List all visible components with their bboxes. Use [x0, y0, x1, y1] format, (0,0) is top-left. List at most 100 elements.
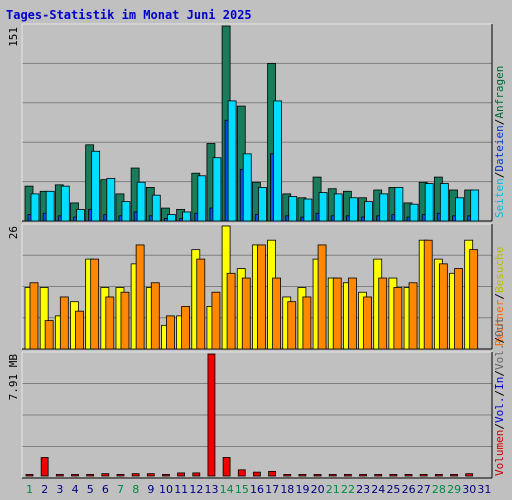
bar-volumen-day-13	[207, 353, 216, 477]
requests-legend: Seiten/Dateien/Anfragen	[493, 66, 506, 218]
bar-rechner-day-13	[211, 291, 221, 350]
bar-seiten-day-7	[121, 201, 131, 222]
volume-legend-volumen: Volumen	[493, 430, 506, 476]
legend-separator: /	[493, 119, 506, 126]
bar-volumen-day-8	[131, 473, 140, 477]
bar-seiten-day-6	[106, 177, 116, 222]
bar-rechner-day-6	[105, 296, 115, 350]
x-tick-day-26: 26	[402, 483, 416, 496]
bar-rechner-day-20	[317, 244, 327, 350]
bar-rechner-day-7	[120, 291, 130, 350]
requests-legend-dateien: Dateien	[493, 125, 506, 171]
bar-volumen-day-29	[450, 474, 458, 477]
bar-rechner-day-17	[272, 277, 281, 350]
x-tick-day-10: 10	[159, 483, 173, 496]
bar-volumen-day-7	[116, 474, 125, 477]
bar-seiten-day-14	[227, 100, 237, 222]
bar-volumen-day-26	[404, 474, 413, 477]
x-tick-day-21: 21	[326, 483, 340, 496]
bar-rechner-day-18	[287, 301, 297, 350]
bar-seiten-day-24	[379, 193, 389, 222]
bar-volumen-day-2	[40, 457, 49, 477]
x-tick-day-2: 2	[41, 483, 48, 496]
bar-rechner-day-3	[59, 296, 69, 350]
y-label-visits-max: 26	[7, 226, 20, 239]
x-tick-day-4: 4	[72, 483, 79, 496]
legend-separator: /	[493, 337, 506, 344]
bar-rechner-day-21	[332, 277, 342, 350]
volume-legend-in: In	[493, 377, 506, 390]
bar-seiten-day-27	[424, 183, 434, 222]
bar-rechner-day-27	[423, 239, 433, 350]
x-tick-day-29: 29	[447, 483, 461, 496]
bar-volumen-day-1	[25, 474, 34, 477]
legend-separator: /	[493, 390, 506, 397]
bar-volumen-day-12	[192, 472, 201, 477]
x-tick-day-30: 30	[462, 483, 476, 496]
legend-separator: /	[493, 423, 506, 430]
bar-seiten-day-18	[288, 196, 298, 222]
bar-seiten-day-10	[167, 214, 176, 222]
bar-rechner-day-1	[29, 282, 39, 350]
volume-legend-vol: Vol.	[493, 344, 506, 371]
bar-seiten-day-11	[182, 211, 192, 222]
visits-legend-rechner: Rechner	[493, 299, 506, 346]
bar-rechner-day-12	[196, 258, 206, 350]
bar-volumen-day-16	[253, 471, 261, 477]
visits-legend: Rechner/ Besuche	[493, 247, 506, 346]
bar-seiten-day-28	[439, 183, 449, 222]
bar-rechner-day-30	[469, 249, 479, 350]
bar-seiten-day-15	[242, 153, 252, 222]
bar-volumen-day-18	[283, 474, 292, 477]
bar-volumen-day-24	[374, 474, 383, 477]
x-tick-day-7: 7	[117, 483, 124, 496]
bar-seiten-day-13	[212, 157, 222, 222]
x-tick-day-28: 28	[432, 483, 446, 496]
x-tick-day-5: 5	[87, 483, 94, 496]
volume-legend-vol: Vol.	[493, 397, 506, 424]
x-tick-day-16: 16	[250, 483, 264, 496]
bar-seiten-day-12	[197, 175, 207, 222]
x-tick-day-11: 11	[174, 483, 188, 496]
x-tick-day-1: 1	[26, 483, 33, 496]
bar-seiten-day-17	[273, 100, 282, 222]
x-tick-day-8: 8	[132, 483, 139, 496]
bar-seiten-day-20	[318, 192, 328, 222]
bar-rechner-day-24	[378, 277, 388, 350]
bar-seiten-day-4	[76, 208, 85, 222]
bar-seiten-day-22	[348, 197, 358, 222]
visits-legend-besuche: Besuche	[493, 247, 506, 293]
bar-seiten-day-1	[30, 193, 40, 222]
x-tick-day-24: 24	[371, 483, 385, 496]
bar-rechner-day-9	[150, 282, 160, 350]
bar-volumen-day-17	[268, 470, 276, 477]
bar-rechner-day-8	[135, 244, 145, 350]
bar-volumen-day-30	[465, 473, 474, 477]
bar-volumen-day-20	[313, 474, 322, 477]
bar-rechner-day-25	[393, 287, 403, 350]
chart-title: Tages-Statistik im Monat Juni 2025	[6, 8, 252, 22]
bar-seiten-day-26	[409, 203, 419, 222]
bar-seiten-day-29	[455, 197, 464, 222]
bar-rechner-day-15	[241, 277, 251, 350]
bar-rechner-day-2	[44, 320, 54, 350]
bar-rechner-day-23	[363, 296, 372, 350]
bar-rechner-day-28	[438, 263, 448, 350]
bar-volumen-day-9	[146, 473, 155, 477]
bar-seiten-day-2	[45, 190, 55, 222]
legend-separator: /	[493, 172, 506, 179]
bar-seiten-day-16	[258, 187, 267, 222]
x-tick-day-13: 13	[205, 483, 219, 496]
bar-rechner-day-26	[408, 282, 418, 350]
x-tick-day-18: 18	[280, 483, 294, 496]
bar-besuche-day-2	[39, 287, 49, 350]
x-tick-day-6: 6	[102, 483, 109, 496]
bar-seiten-day-25	[394, 187, 404, 222]
x-tick-day-12: 12	[189, 483, 203, 496]
x-tick-day-15: 15	[235, 483, 249, 496]
requests-legend-seiten: Seiten	[493, 178, 506, 218]
bar-rechner-day-22	[347, 277, 357, 350]
x-tick-day-17: 17	[265, 483, 279, 496]
bar-volumen-day-11	[177, 472, 186, 477]
